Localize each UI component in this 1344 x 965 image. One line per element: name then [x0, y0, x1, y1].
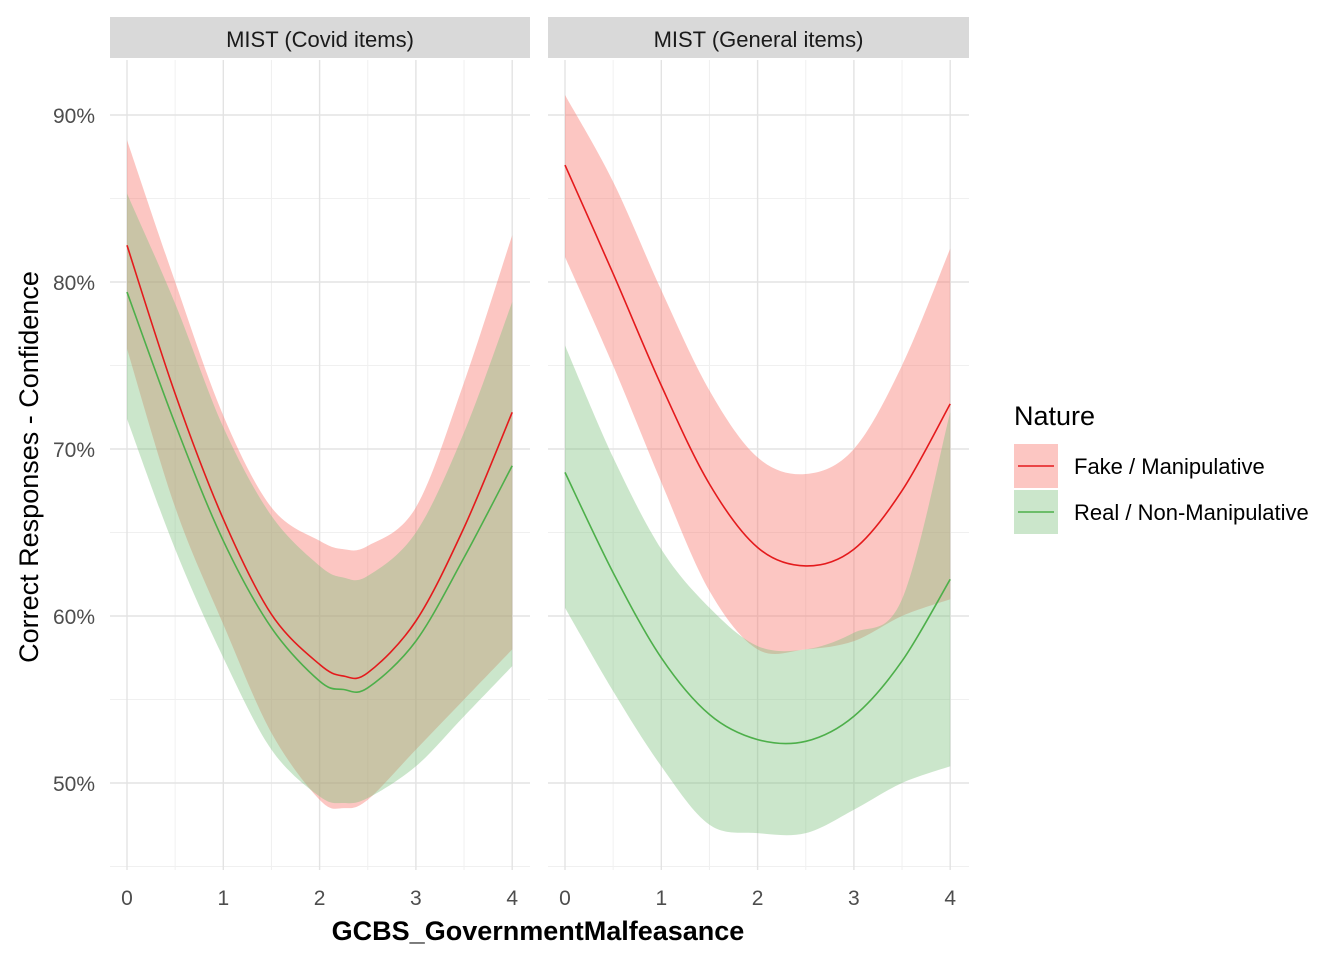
legend-label: Fake / Manipulative: [1074, 454, 1265, 479]
x-tick-label: 1: [655, 887, 667, 910]
x-tick-label: 2: [752, 887, 764, 910]
x-tick-label: 3: [848, 887, 860, 910]
facet-title: MIST (General items): [654, 27, 864, 52]
y-axis-title: Correct Responses - Confidence: [14, 271, 44, 663]
legend-item-fake: Fake / Manipulative: [1014, 444, 1265, 488]
x-tick-label: 2: [314, 887, 326, 910]
y-tick-label: 70%: [53, 439, 95, 462]
legend: Nature Fake / Manipulative Real / Non-Man…: [1014, 401, 1309, 534]
y-axis: 50% 60% 70% 80% 90%: [53, 105, 95, 796]
x-tick-label: 0: [121, 887, 133, 910]
x-tick-label: 3: [410, 887, 422, 910]
facet-panel-2: MIST (General items) 0 1 2 3 4: [548, 17, 969, 910]
x-tick-label: 4: [506, 887, 518, 910]
facet-panel-1: MIST (Covid items) 0 1 2 3 4: [110, 17, 530, 910]
y-tick-label: 50%: [53, 773, 95, 796]
legend-title: Nature: [1014, 401, 1095, 431]
y-tick-label: 80%: [53, 272, 95, 295]
y-tick-label: 60%: [53, 606, 95, 629]
x-axis-title: GCBS_GovernmentMalfeasance: [332, 916, 745, 946]
x-tick-label: 0: [559, 887, 571, 910]
x-tick-label: 4: [944, 887, 956, 910]
legend-label: Real / Non-Manipulative: [1074, 500, 1309, 525]
y-tick-label: 90%: [53, 105, 95, 128]
legend-item-real: Real / Non-Manipulative: [1014, 490, 1309, 534]
x-tick-label: 1: [217, 887, 229, 910]
facet-title: MIST (Covid items): [226, 27, 414, 52]
